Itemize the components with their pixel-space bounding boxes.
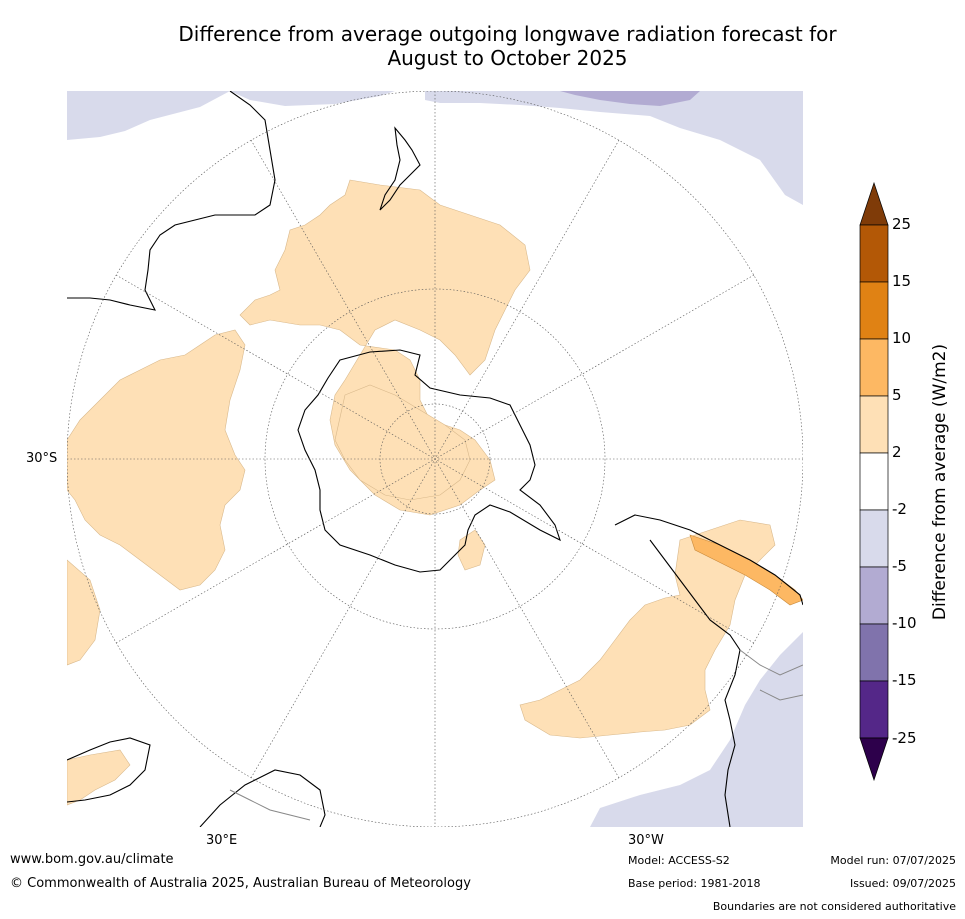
- anomaly-region-indian-ocean: [67, 329, 246, 591]
- coastline-patagonia: [649, 539, 741, 827]
- coastlines: [67, 91, 803, 827]
- anomaly-region-north-west: [67, 91, 395, 140]
- longitude-label-west: 30°W: [628, 833, 664, 848]
- coastline-australia: [67, 91, 276, 311]
- colorbar-tick: -2: [892, 500, 907, 518]
- anomaly-region-west-edge: [67, 559, 101, 666]
- colorbar-segment: [859, 509, 889, 568]
- colorbar-segment: [859, 281, 889, 340]
- colorbar-label: Difference from average (W/m2): [930, 343, 950, 621]
- coastline-africa: [67, 737, 151, 803]
- issued-text: Issued: 09/07/2025: [849, 877, 956, 890]
- colorbar-segment: [859, 452, 889, 511]
- longitude-label-east: 30°E: [206, 833, 238, 848]
- graticule: [67, 91, 803, 827]
- colorbar-tick: 15: [892, 272, 912, 290]
- disclaimer-text: Boundaries are not considered authoritat…: [712, 900, 956, 913]
- copyright-text: © Commonwealth of Australia 2025, Austra…: [10, 876, 471, 891]
- colorbar-tick: -5: [892, 557, 907, 575]
- map-area: [67, 91, 803, 827]
- colorbar-bottom-arrow: [859, 737, 889, 782]
- coastline-south-america: [614, 514, 803, 606]
- colorbar-tick: -15: [892, 671, 917, 689]
- base-period-text: Base period: 1981-2018: [628, 877, 761, 890]
- colorbar-segment: [859, 224, 889, 283]
- colorbar-tick: 25: [892, 215, 912, 233]
- coastline-antarctica: [297, 349, 561, 573]
- boundary-line: [739, 649, 803, 676]
- title-line-1: Difference from average outgoing longwav…: [178, 22, 837, 46]
- boundary-line: [229, 789, 311, 821]
- moderate-negative-region: [560, 91, 700, 106]
- colorbar-tick: -25: [892, 729, 917, 747]
- anomaly-region-south-east: [590, 632, 803, 827]
- positive-anomaly-regions: [67, 179, 776, 806]
- boundary-line: [759, 689, 803, 701]
- latitude-circle: [264, 288, 606, 630]
- boundaries: [229, 649, 803, 821]
- colorbar-segment: [859, 338, 889, 397]
- negative-anomaly-regions: [67, 91, 803, 827]
- coastline-new-zealand: [379, 126, 421, 211]
- colorbar-segment: [859, 566, 889, 625]
- latitude-label: 30°S: [26, 451, 58, 466]
- anomaly-region-south-pacific: [239, 179, 531, 516]
- colorbar-tick: 2: [892, 443, 902, 461]
- title-line-2: August to October 2025: [387, 46, 628, 70]
- colorbar-segment: [859, 623, 889, 682]
- anomaly-region-south-america: [519, 519, 776, 739]
- model-text: Model: ACCESS-S2: [628, 854, 730, 867]
- colorbar-segment: [859, 395, 889, 454]
- meridian-line: [115, 274, 755, 644]
- website-link[interactable]: www.bom.gov.au/climate: [10, 852, 174, 867]
- anomaly-region-south-west: [67, 749, 131, 806]
- colorbar-tick: -10: [892, 614, 917, 632]
- map-title: Difference from average outgoing longwav…: [60, 22, 955, 70]
- colorbar-top-arrow: [859, 181, 889, 226]
- colorbar: [859, 181, 889, 782]
- moderate-negative-regions: [560, 91, 700, 106]
- colorbar-segment: [859, 680, 889, 739]
- colorbar-tick: 10: [892, 329, 912, 347]
- model-run-text: Model run: 07/07/2025: [830, 854, 956, 867]
- colorbar-tick: 5: [892, 386, 902, 404]
- anomaly-region-central: [334, 384, 471, 501]
- coastline-madagascar: [199, 769, 326, 827]
- anomaly-region-ross-sea: [457, 529, 486, 571]
- anomaly-region-north: [425, 91, 803, 205]
